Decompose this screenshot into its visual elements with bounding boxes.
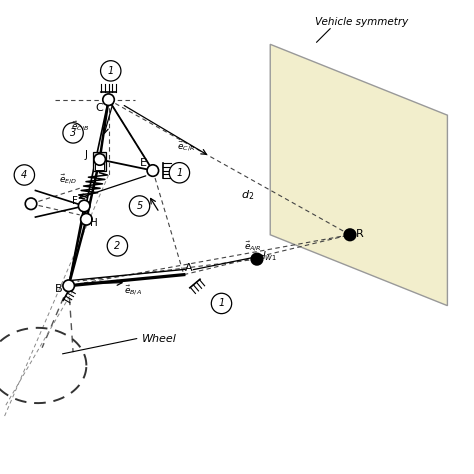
Text: $\vec{e}_{C/R}$: $\vec{e}_{C/R}$ xyxy=(177,139,195,153)
Circle shape xyxy=(107,236,128,256)
Circle shape xyxy=(344,229,356,240)
Text: 2: 2 xyxy=(114,241,120,251)
Text: 3: 3 xyxy=(70,128,76,138)
Text: $\vec{e}_{B/A}$: $\vec{e}_{B/A}$ xyxy=(124,283,142,297)
Polygon shape xyxy=(270,44,447,306)
Text: J: J xyxy=(85,150,88,160)
Bar xyxy=(93,152,106,171)
Text: Vehicle symmetry: Vehicle symmetry xyxy=(315,17,408,27)
Text: C: C xyxy=(95,103,103,113)
Text: A: A xyxy=(185,263,193,273)
Text: $\vec{e}_{A/R}$: $\vec{e}_{A/R}$ xyxy=(244,239,261,253)
Text: 5: 5 xyxy=(137,201,143,211)
Circle shape xyxy=(211,293,232,314)
Text: Wheel: Wheel xyxy=(142,334,177,344)
Circle shape xyxy=(25,198,37,210)
Circle shape xyxy=(169,163,190,183)
Text: $\vec{e}_{E/D}$: $\vec{e}_{E/D}$ xyxy=(60,173,78,186)
Circle shape xyxy=(81,213,92,225)
Text: F: F xyxy=(73,196,78,206)
Circle shape xyxy=(14,165,35,185)
Circle shape xyxy=(129,196,150,216)
Text: 1: 1 xyxy=(219,299,225,309)
Text: E: E xyxy=(139,157,146,168)
Circle shape xyxy=(63,280,74,292)
Text: $I_{W1}$: $I_{W1}$ xyxy=(262,249,277,263)
Circle shape xyxy=(100,61,121,81)
Circle shape xyxy=(94,154,105,165)
Circle shape xyxy=(251,254,263,265)
Text: B: B xyxy=(55,284,63,294)
Circle shape xyxy=(147,165,159,176)
Circle shape xyxy=(78,200,90,212)
Text: 1: 1 xyxy=(176,168,182,178)
Circle shape xyxy=(103,94,114,105)
Text: 4: 4 xyxy=(21,170,27,180)
Text: 1: 1 xyxy=(108,66,114,76)
Text: H: H xyxy=(91,218,98,228)
Bar xyxy=(95,160,104,170)
Circle shape xyxy=(63,123,83,143)
Text: $\vec{e}_{C/B}$: $\vec{e}_{C/B}$ xyxy=(71,119,89,133)
Text: R: R xyxy=(356,229,364,239)
Text: $d_2$: $d_2$ xyxy=(241,188,255,202)
